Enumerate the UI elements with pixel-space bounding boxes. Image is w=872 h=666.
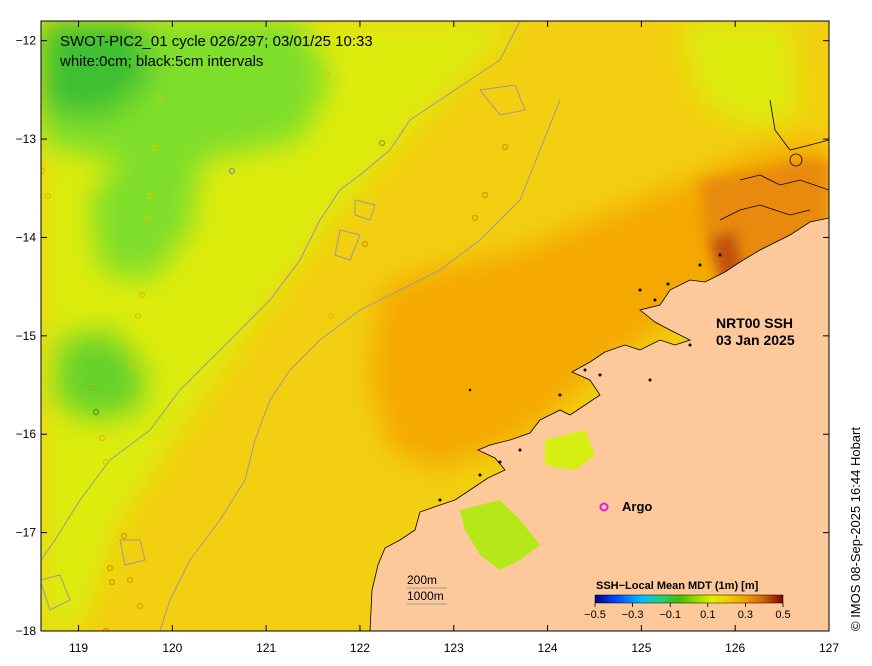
contour-lines bbox=[719, 99, 829, 221]
green-regions bbox=[41, 21, 330, 420]
x-tick-label: 123 bbox=[444, 641, 464, 655]
y-tick-label: −12 bbox=[16, 34, 37, 48]
scale-label-1000m: 1000m bbox=[407, 589, 444, 603]
coastline-islands bbox=[438, 253, 722, 502]
x-tick-label: 125 bbox=[631, 641, 651, 655]
colorbar-tick-label: −0.1 bbox=[659, 609, 681, 621]
y-tick-label: −16 bbox=[16, 427, 37, 441]
y-tick-label: −13 bbox=[16, 132, 37, 146]
ssh-field bbox=[41, 21, 829, 631]
float-markers bbox=[41, 70, 509, 631]
credit-text: © IMOS 08-Sep-2025 16:44 Hobart bbox=[848, 427, 863, 631]
bay-green-patch bbox=[460, 500, 540, 570]
argo-label: Argo bbox=[622, 499, 652, 514]
x-axis-ticks: 119 120 121 122 123 124 125 126 127 bbox=[69, 21, 839, 655]
product-label-line2: 03 Jan 2025 bbox=[716, 332, 795, 348]
y-tick-label: −18 bbox=[16, 624, 37, 638]
colorbar-tick-label: 0.3 bbox=[738, 609, 753, 621]
y-tick-label: −17 bbox=[16, 526, 37, 540]
scale-label-200m: 200m bbox=[407, 573, 437, 587]
colorbar-tick-label: 0.5 bbox=[775, 609, 790, 621]
map-title-line1: SWOT-PIC2_01 cycle 026/297; 03/01/25 10:… bbox=[60, 33, 373, 50]
bay-yellow-patch bbox=[545, 430, 595, 470]
x-tick-label: 127 bbox=[819, 641, 839, 655]
colorbar-ticks: −0.5 −0.3 −0.1 0.1 0.3 0.5 bbox=[584, 603, 791, 621]
colorbar-tick-label: −0.3 bbox=[622, 609, 644, 621]
x-tick-label: 122 bbox=[350, 641, 370, 655]
x-tick-label: 121 bbox=[256, 641, 276, 655]
x-tick-label: 120 bbox=[162, 641, 182, 655]
colorbar-tick-label: −0.5 bbox=[584, 609, 606, 621]
y-axis-ticks: −12 −13 −14 −15 −16 −17 −18 bbox=[16, 34, 829, 638]
x-tick-label: 124 bbox=[538, 641, 558, 655]
y-tick-label: −14 bbox=[16, 230, 37, 244]
colorbar-title: SSH−Local Mean MDT (1m) [m] bbox=[596, 580, 759, 592]
plot-frame bbox=[40, 20, 830, 632]
product-label-line1: NRT00 SSH bbox=[716, 315, 793, 331]
map-title-line2: white:0cm; black:5cm intervals bbox=[59, 53, 263, 70]
colorbar bbox=[594, 594, 784, 604]
argo-marker-icon bbox=[599, 502, 609, 512]
colorbar-tick-label: 0.1 bbox=[700, 609, 715, 621]
x-tick-label: 126 bbox=[725, 641, 745, 655]
y-tick-label: −15 bbox=[16, 329, 37, 343]
x-tick-label: 119 bbox=[69, 641, 88, 655]
isobath-lines bbox=[41, 21, 561, 631]
